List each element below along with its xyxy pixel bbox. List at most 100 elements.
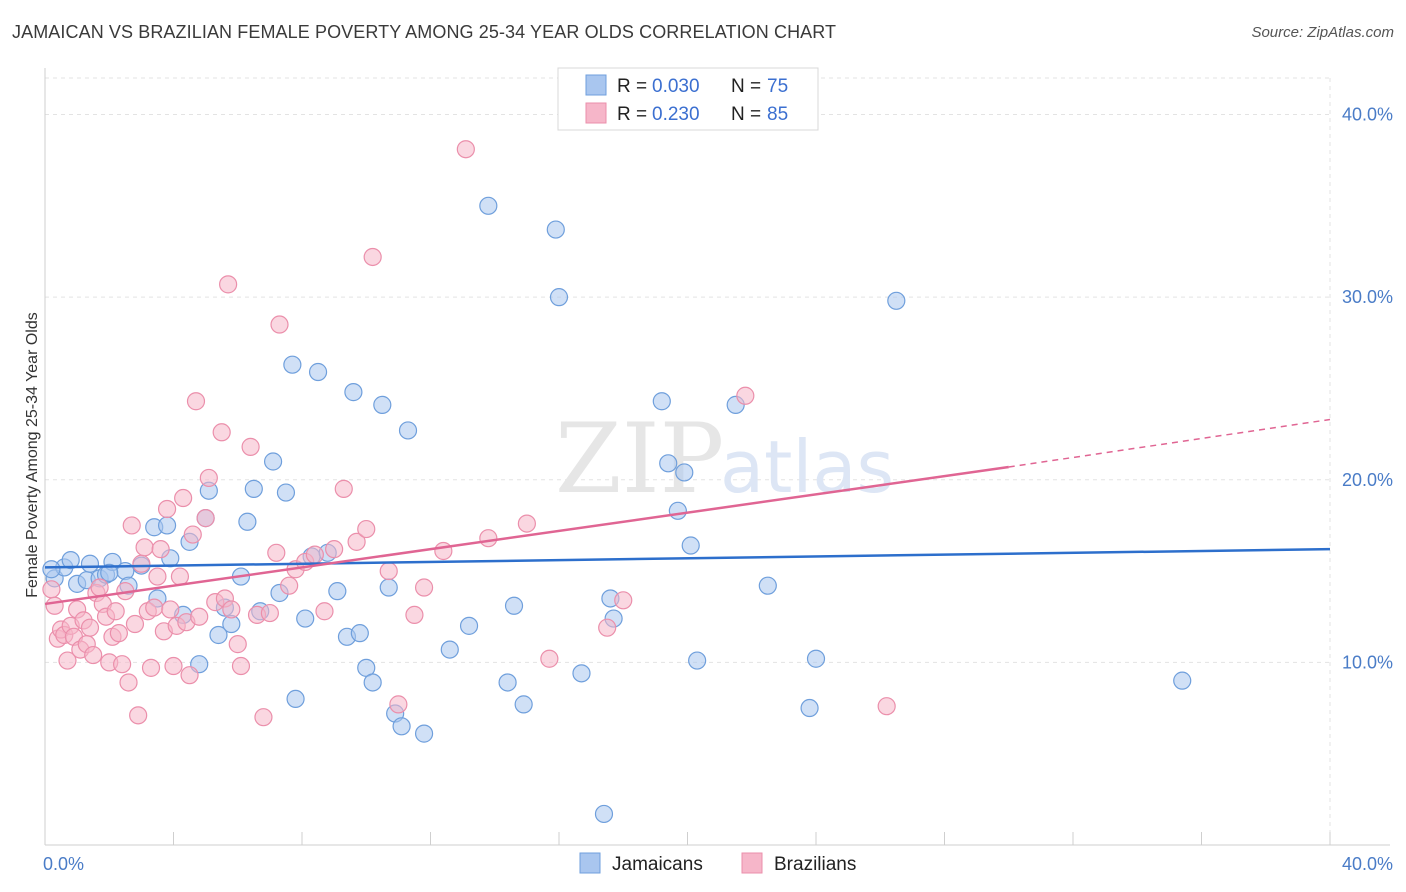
jamaicans-point-30	[276, 483, 296, 502]
brazilians-point-62	[280, 576, 299, 595]
brazilians-point-1	[45, 596, 64, 615]
jamaicans-point-31	[283, 355, 302, 374]
jamaicans-point-55	[546, 220, 565, 239]
brazilians-point-55	[231, 656, 251, 676]
legend-r-value-1: 0.030	[652, 76, 700, 97]
brazilians-point-29	[135, 538, 154, 557]
brazilians-point-83	[736, 386, 755, 405]
jamaicans-point-53	[504, 596, 524, 615]
y-tick-label-1: 20.0%	[1342, 470, 1393, 490]
brazilians-point-74	[405, 605, 424, 625]
legend-r-label-1: R =	[617, 76, 647, 97]
legend-r-label-2: R =	[617, 104, 647, 125]
jamaicans-point-50	[459, 616, 479, 635]
brazilians-point-47	[196, 509, 215, 528]
legend-swatch-jamaicans	[585, 74, 607, 96]
brazilians-point-26	[125, 614, 145, 634]
chart-title: JAMAICAN VS BRAZILIAN FEMALE POVERTY AMO…	[12, 22, 837, 42]
jamaicans-point-66	[688, 651, 707, 670]
y-tick-labels: 10.0% 20.0% 30.0% 40.0%	[1342, 105, 1393, 673]
jamaicans-point-14	[157, 516, 177, 535]
brazilians-point-25	[122, 516, 141, 535]
brazilians-point-38	[164, 656, 183, 676]
jamaicans-point-49	[440, 640, 459, 659]
jamaicans-point-48	[414, 724, 434, 743]
brazilians-point-53	[222, 600, 241, 619]
jamaicans-point-65	[681, 536, 700, 555]
watermark-zip: ZIP	[555, 403, 724, 515]
legend: R = 0.030 N = 75 R = 0.230 N = 85	[557, 67, 819, 131]
jamaicans-point-28	[263, 452, 283, 471]
brazilians-point-33	[148, 567, 167, 586]
jamaicans-point-69	[800, 698, 819, 718]
legend-n-value-2: 85	[767, 104, 788, 125]
brazilians-point-44	[183, 525, 202, 544]
brazilians-point-65	[305, 545, 324, 564]
jamaicans-point-25	[238, 512, 257, 531]
brazilians-point-54	[228, 635, 247, 654]
brazilians-point-81	[598, 618, 617, 637]
brazilians-point-66	[315, 602, 334, 621]
jamaicans-point-51	[479, 196, 498, 215]
jamaicans-point-54	[514, 695, 533, 714]
brazilians-point-59	[260, 603, 279, 623]
legend-swatch-brazilians	[585, 102, 607, 124]
y-tick-label-0: 10.0%	[1342, 652, 1393, 672]
brazilians-point-80	[540, 649, 559, 668]
brazilians-point-37	[161, 600, 180, 619]
legend-n-label-2: N =	[731, 104, 761, 125]
legend-n-value-1: 75	[767, 76, 788, 97]
y-axis-title: Female Poverty Among 25-34 Year Olds	[24, 312, 41, 598]
brazilians-point-31	[141, 658, 161, 677]
brazilians-point-34	[151, 540, 170, 559]
jamaicans-point-64	[675, 463, 694, 482]
trend-lines	[44, 418, 1331, 606]
brazilians-point-12	[80, 618, 100, 637]
brazilians-point-22	[112, 655, 132, 674]
brazilians-point-71	[363, 247, 382, 267]
brazilians-point-13	[84, 645, 103, 665]
jamaicans-point-26	[244, 479, 263, 498]
brazilians-point-84	[877, 697, 896, 716]
brazilians-point-75	[414, 578, 434, 597]
jamaicans-point-42	[363, 673, 382, 692]
brazilians-trend-extension	[1008, 418, 1331, 468]
x-tick-label-0: 0.0%	[43, 854, 84, 874]
brazilians-point-69	[347, 532, 366, 551]
jamaicans-point-43	[373, 395, 392, 414]
brazilians-point-82	[614, 591, 633, 610]
brazilians-points	[42, 140, 896, 727]
brazilians-point-45	[186, 392, 206, 411]
jamaicans-point-62	[659, 454, 678, 473]
brazilians-point-21	[109, 624, 128, 643]
bottom-legend-jamaicans: Jamaicans	[612, 854, 703, 875]
brazilians-point-0	[42, 580, 61, 599]
jamaicans-point-72	[1173, 671, 1192, 690]
brazilians-point-76	[434, 541, 453, 561]
axes	[44, 68, 1390, 846]
brazilians-point-58	[254, 708, 273, 727]
brazilians-point-67	[325, 540, 344, 559]
brazilians-point-41	[174, 488, 193, 508]
brazilians-point-20	[106, 602, 125, 621]
brazilians-point-60	[267, 543, 286, 562]
bottom-legend-swatch-jamaicans	[579, 852, 601, 874]
x-tick-labels: 0.0% 40.0%	[43, 854, 1393, 874]
bottom-legend-swatch-brazilians	[741, 852, 763, 874]
brazilians-point-46	[190, 607, 209, 626]
jamaicans-point-63	[668, 501, 687, 520]
watermark: ZIP atlas	[555, 403, 894, 515]
jamaicans-point-40	[350, 624, 369, 643]
jamaicans-point-71	[887, 291, 906, 310]
y-tick-label-2: 30.0%	[1342, 287, 1393, 307]
brazilians-point-79	[517, 514, 536, 533]
brazilians-point-27	[129, 706, 148, 725]
bottom-legend-brazilians: Brazilians	[774, 854, 856, 875]
brazilians-point-5	[58, 651, 77, 670]
brazilians-point-73	[389, 695, 408, 714]
brazilians-point-36	[157, 499, 177, 519]
jamaicans-point-37	[328, 582, 347, 601]
jamaicans-point-56	[549, 288, 569, 307]
brazilians-point-61	[270, 315, 289, 334]
